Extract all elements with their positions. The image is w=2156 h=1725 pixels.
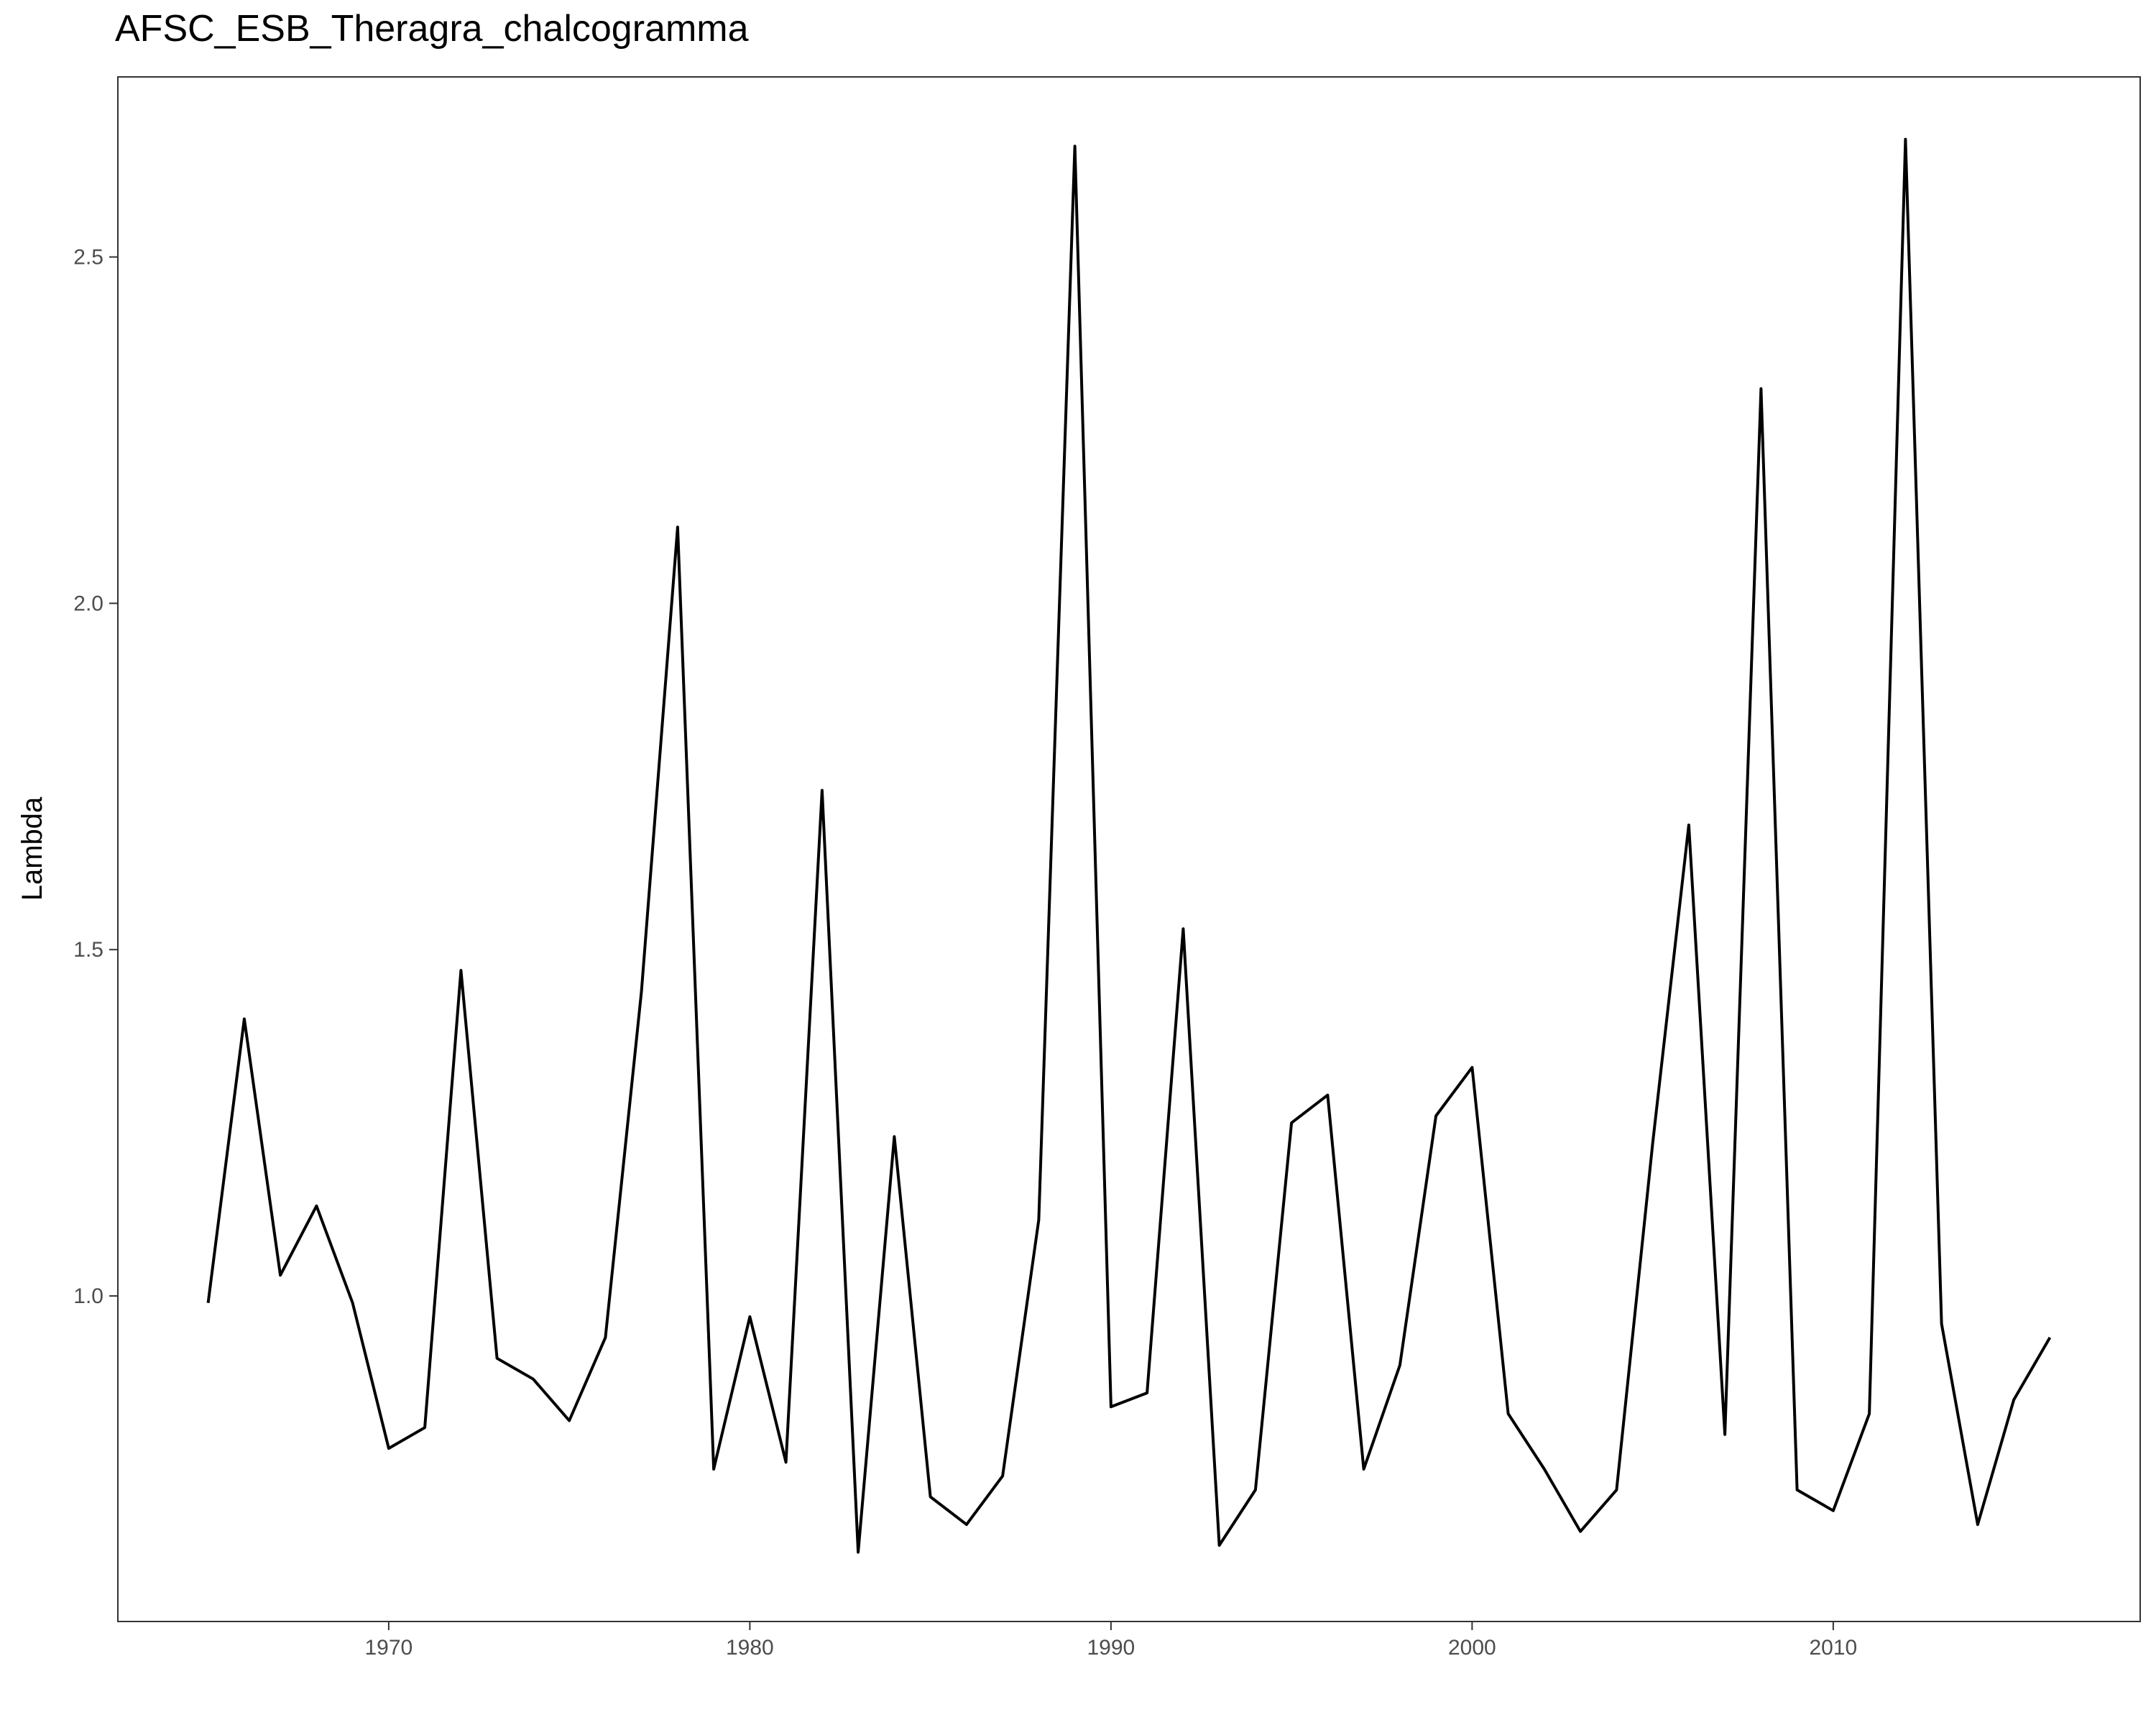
- x-tick-label: 1970: [365, 1636, 413, 1660]
- x-tick-label: 1990: [1087, 1636, 1135, 1660]
- x-tick-label: 2010: [1810, 1636, 1858, 1660]
- y-axis-title: Lambda: [17, 796, 48, 901]
- series-line: [206, 137, 2052, 1554]
- y-axis: 1.0 1.5 2.0 2.5: [73, 246, 118, 1308]
- x-axis: 1970 1980 1990 2000 2010: [365, 1622, 1858, 1660]
- series-layer: [206, 137, 2052, 1554]
- y-tick-label: 1.5: [73, 938, 103, 962]
- y-tick-label: 1.0: [73, 1284, 103, 1308]
- chart-title: AFSC_ESB_Theragra_chalcogramma: [115, 8, 749, 50]
- y-tick-label: 2.5: [73, 246, 103, 270]
- plot-panel: [117, 76, 2141, 1622]
- x-tick-label: 1980: [726, 1636, 774, 1660]
- y-tick-label: 2.0: [73, 592, 103, 615]
- x-tick-label: 2000: [1448, 1636, 1496, 1660]
